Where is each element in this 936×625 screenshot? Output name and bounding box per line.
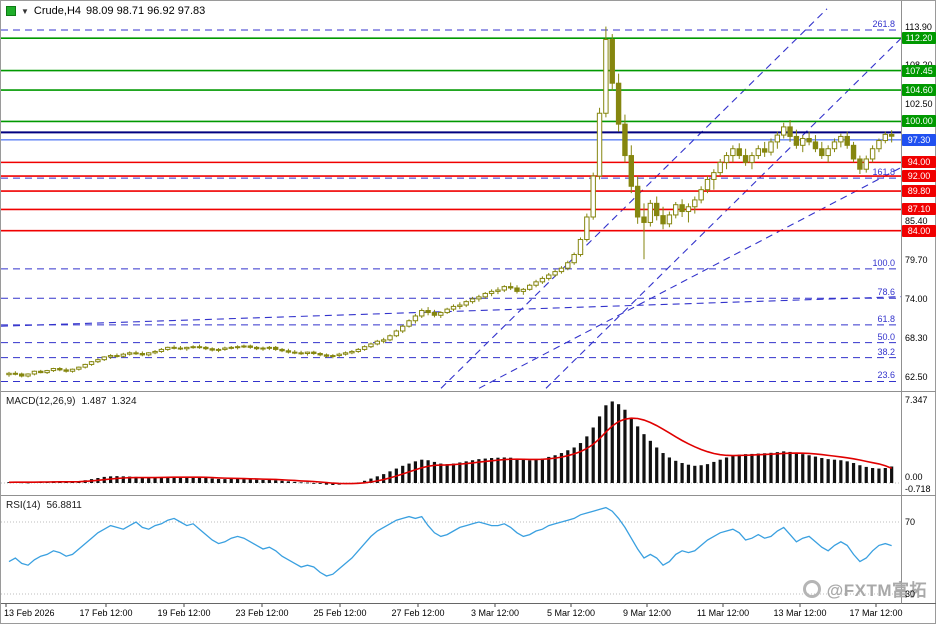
chart-window: ▼ Crude,H4 98.09 98.71 96.92 97.83 MACD(… — [0, 0, 936, 624]
chart-canvas[interactable] — [1, 1, 936, 625]
